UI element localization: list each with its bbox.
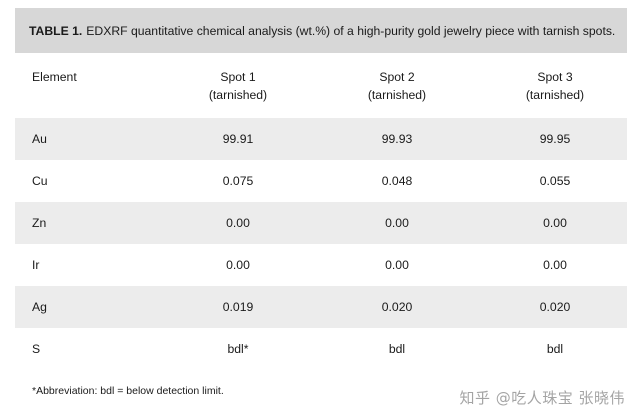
table-footnote: *Abbreviation: bdl = below detection lim… xyxy=(32,385,224,397)
table-row-au: Au 99.91 99.93 99.95 xyxy=(15,118,627,160)
cell-spot-2: 0.048 xyxy=(381,174,413,188)
cell-spot-3: 0.020 xyxy=(539,300,571,314)
cell-spot-3: bdl xyxy=(546,342,564,356)
table-caption-text: EDXRF quantitative chemical analysis (wt… xyxy=(86,23,616,38)
cell-spot-1: bdl* xyxy=(227,342,249,356)
cell-spot-3: 0.055 xyxy=(539,174,571,188)
cell-spot-2: 0.020 xyxy=(381,300,413,314)
cell-spot-2: bdl xyxy=(388,342,406,356)
header-spot-2: Spot 2 (tarnished) xyxy=(311,68,483,104)
cell-element: Cu xyxy=(32,174,48,188)
cell-spot-1: 99.91 xyxy=(222,132,254,146)
data-table: TABLE 1. EDXRF quantitative chemical ana… xyxy=(15,8,627,410)
header-spot-1: Spot 1 (tarnished) xyxy=(165,68,311,104)
table-row-cu: Cu 0.075 0.048 0.055 xyxy=(15,160,627,202)
cell-element: Ag xyxy=(32,300,47,314)
header-spot-3-subtitle: (tarnished) xyxy=(525,88,585,102)
header-spot-3: Spot 3 (tarnished) xyxy=(483,68,627,104)
header-spot-1-subtitle: (tarnished) xyxy=(208,88,268,102)
cell-element: S xyxy=(32,342,41,356)
header-spot-2-subtitle: (tarnished) xyxy=(367,88,427,102)
header-element: Element xyxy=(32,70,77,84)
table-row-ir: Ir 0.00 0.00 0.00 xyxy=(15,244,627,286)
table-row-s: S bdl* bdl bdl xyxy=(15,328,627,370)
table-header-row: Element Spot 1 (tarnished) Spot 2 (tarni… xyxy=(15,53,627,118)
header-spot-1-title: Spot 1 xyxy=(220,70,256,84)
cell-element: Au xyxy=(32,132,47,146)
cell-spot-2: 0.00 xyxy=(385,258,409,272)
table-caption: TABLE 1. EDXRF quantitative chemical ana… xyxy=(15,8,627,53)
cell-spot-3: 0.00 xyxy=(543,258,567,272)
cell-spot-2: 0.00 xyxy=(385,216,409,230)
cell-spot-3: 0.00 xyxy=(543,216,567,230)
table-row-ag: Ag 0.019 0.020 0.020 xyxy=(15,286,627,328)
cell-spot-1: 0.075 xyxy=(222,174,254,188)
cell-spot-3: 99.95 xyxy=(539,132,571,146)
cell-spot-1: 0.00 xyxy=(226,258,250,272)
cell-spot-1: 0.019 xyxy=(222,300,254,314)
table-row-zn: Zn 0.00 0.00 0.00 xyxy=(15,202,627,244)
cell-spot-1: 0.00 xyxy=(226,216,250,230)
header-spot-3-title: Spot 3 xyxy=(537,70,573,84)
cell-element: Zn xyxy=(32,216,47,230)
table-caption-label: TABLE 1. xyxy=(29,23,83,38)
watermark: 知乎 @吃人珠宝 张晓伟 xyxy=(459,389,625,407)
cell-spot-2: 99.93 xyxy=(381,132,413,146)
header-spot-2-title: Spot 2 xyxy=(379,70,415,84)
cell-element: Ir xyxy=(32,258,40,272)
